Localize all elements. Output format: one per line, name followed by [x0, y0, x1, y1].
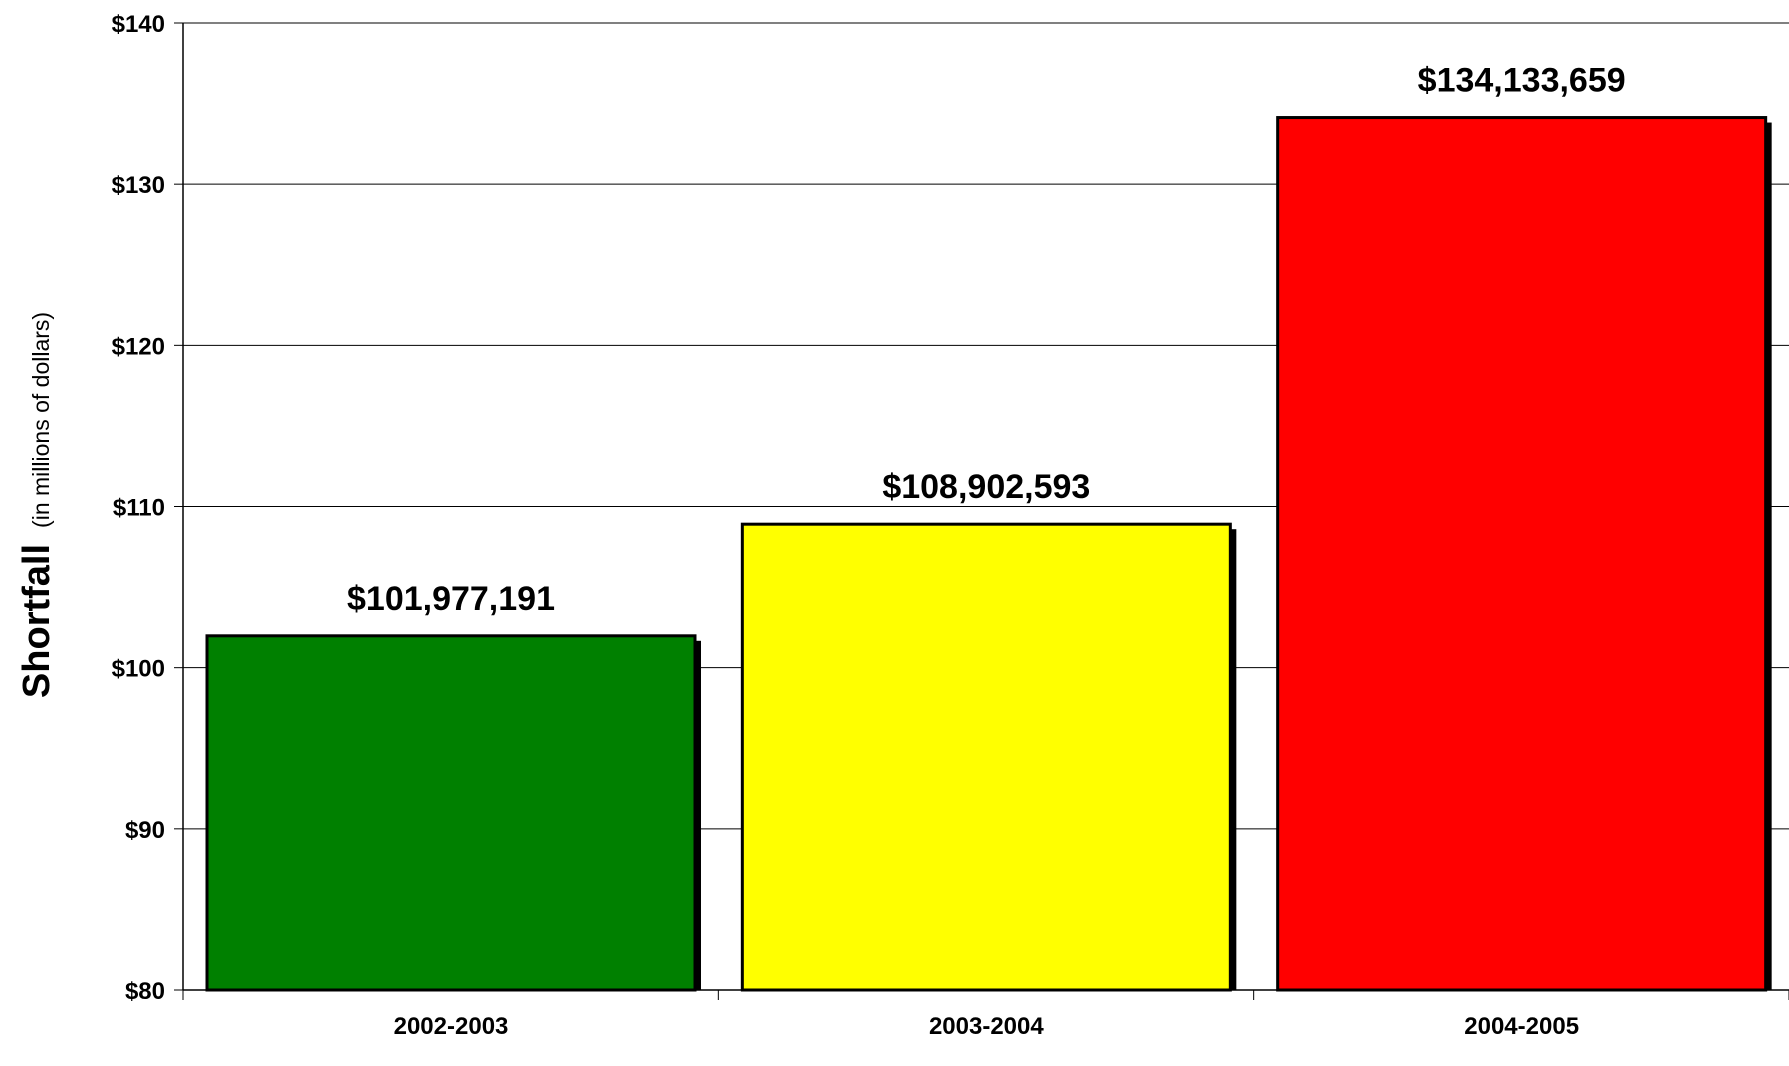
data-labels: $101,977,191 $108,902,593 $134,133,659	[347, 62, 1626, 618]
bars	[205, 116, 1772, 992]
bar	[740, 522, 1232, 992]
bar	[205, 634, 697, 992]
y-axis-ticks: $80 $90 $100 $110 $120 $130 $140	[112, 11, 165, 1005]
x-tick-label: 2004-2005	[1464, 1013, 1579, 1040]
y-tick-label: $100	[112, 656, 165, 683]
y-tick-label: $120	[112, 333, 165, 360]
data-label: $134,133,659	[1418, 62, 1626, 100]
y-tick-label: $90	[125, 817, 165, 844]
y-axis-title: Shortfall(in millions of dollars)	[16, 312, 58, 698]
x-axis-ticks: 2002-2003 2003-2004 2004-2005	[394, 1013, 1579, 1040]
axes	[174, 22, 1789, 1000]
y-tick-label: $140	[112, 11, 165, 38]
data-label: $108,902,593	[882, 468, 1090, 506]
x-tick-label: 2003-2004	[929, 1013, 1044, 1040]
data-label: $101,977,191	[347, 580, 555, 618]
x-tick-label: 2002-2003	[394, 1013, 509, 1040]
y-tick-label: $130	[112, 172, 165, 199]
y-tick-label: $80	[125, 978, 165, 1005]
bar	[1276, 116, 1768, 992]
y-tick-label: $110	[113, 495, 165, 522]
y-axis-label: Shortfall(in millions of dollars)	[16, 312, 58, 698]
